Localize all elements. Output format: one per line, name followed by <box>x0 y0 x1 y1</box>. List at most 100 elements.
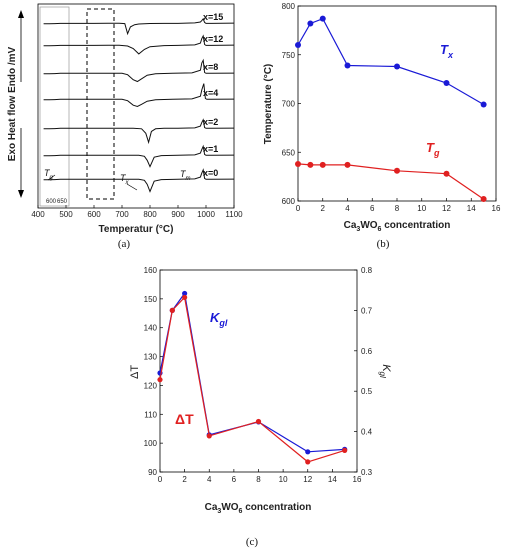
inset-tick-label: 650 <box>57 199 68 205</box>
y-tick-label: 750 <box>282 51 296 60</box>
left-y-tick-label: 150 <box>144 295 158 304</box>
kgl-series-label: Kgl <box>210 310 228 328</box>
x-tick-label: 12 <box>442 204 451 213</box>
x-tick-label: 400 <box>31 210 45 219</box>
dsc-curves-chart: x=15x=12x=8x=4x=2x=1x=0 400 500 600 700 800 9… <box>7 3 243 250</box>
left-y-tick-label: 120 <box>144 381 158 390</box>
x-tick-label: 8 <box>256 475 261 484</box>
endo-arrowhead <box>18 10 24 18</box>
dsc-curve <box>43 17 235 36</box>
x-tick-label: 0 <box>296 204 301 213</box>
dsc-curve <box>43 58 235 83</box>
tg-annotation: Tg <box>44 168 54 181</box>
x-tick-label: 6 <box>370 204 375 213</box>
data-point <box>319 161 326 168</box>
x-axis-label: Ca3WO6 concentration <box>344 220 451 233</box>
data-point <box>443 80 450 87</box>
stability-chart: 0 2 4 6 8 10 12 14 16 90 100 110 120 130 140 150 160 0.3 0… <box>129 266 392 548</box>
tg-pointer-line <box>47 174 56 181</box>
left-y-tick-label: 100 <box>144 439 158 448</box>
data-point <box>319 15 326 22</box>
y-axis-label: Temperature (°C) <box>263 64 274 145</box>
panel-a-frame <box>37 3 235 209</box>
tx-annotation: Tx <box>120 173 130 186</box>
crystallization-dashed-box <box>86 8 115 200</box>
x-tick-label: 8 <box>395 204 400 213</box>
inset-tick-label: 600 <box>46 199 57 205</box>
series-line <box>297 163 484 200</box>
tx-series-label: Tx <box>440 42 454 60</box>
data-point <box>344 62 351 69</box>
data-point <box>182 294 188 301</box>
data-point <box>305 459 311 465</box>
series-group <box>295 15 487 203</box>
tm-annotation: Tm <box>180 169 191 182</box>
data-point <box>344 161 351 168</box>
right-y-tick-label: 0.5 <box>361 387 373 396</box>
x-tick-label: 1100 <box>225 210 243 219</box>
data-point <box>255 418 262 425</box>
data-point <box>169 307 175 313</box>
data-point <box>307 20 314 27</box>
x-tick-label: 10 <box>417 204 426 213</box>
right-y-tick-label: 0.4 <box>361 428 373 437</box>
x-tick-label: 14 <box>328 475 337 484</box>
dsc-curve-group <box>43 17 235 193</box>
data-point <box>295 160 301 167</box>
data-point <box>480 101 487 108</box>
x-axis-label: Temperatur (°C) <box>99 224 174 235</box>
right-y-tick-label: 0.6 <box>361 347 373 356</box>
series-label: x=1 <box>203 144 218 154</box>
x-tick-label: 12 <box>303 475 312 484</box>
x-tick-label: 14 <box>467 204 476 213</box>
series-line <box>159 296 345 463</box>
x-tick-label: 2 <box>182 475 187 484</box>
right-y-tick-label: 0.3 <box>361 468 373 477</box>
y-tick-label: 700 <box>282 100 296 109</box>
data-point <box>394 167 400 174</box>
series-label: x=0 <box>203 168 218 178</box>
y-tick-label: 650 <box>282 148 296 157</box>
panel-a-caption: (a) <box>118 238 131 250</box>
x-tick-label: 600 <box>87 210 101 219</box>
tx-pointer-line <box>126 183 138 191</box>
data-point <box>394 63 400 70</box>
dsc-curve <box>43 83 235 108</box>
x-tick-label: 500 <box>59 210 73 219</box>
data-point <box>342 447 348 453</box>
x-tick-label: 0 <box>158 475 163 484</box>
y-tick-label: 800 <box>282 2 296 11</box>
x-axis-label: Ca3WO6 concentration <box>205 502 312 515</box>
series-label: x=15 <box>203 12 223 22</box>
panel-c-frame <box>159 269 358 473</box>
x-tick-label: 10 <box>279 475 288 484</box>
data-point <box>295 42 301 48</box>
dsc-curve <box>43 168 235 193</box>
panel-b-caption: (b) <box>377 238 390 250</box>
series-label: x=12 <box>203 34 223 44</box>
x-tick-label: 2 <box>321 204 326 213</box>
x-tick-label: 800 <box>143 210 157 219</box>
data-point <box>480 196 487 203</box>
x-tick-label: 6 <box>232 475 237 484</box>
data-point <box>305 449 311 455</box>
panel-c-caption: (c) <box>246 536 259 548</box>
x-tick-label: 16 <box>353 475 362 484</box>
data-point <box>206 433 212 439</box>
right-y-tick-label: 0.7 <box>361 306 373 315</box>
series-label: x=4 <box>203 88 218 98</box>
x-tick-label: 700 <box>115 210 129 219</box>
exo-arrowhead <box>18 190 24 198</box>
tg-series-label: Tg <box>426 140 440 158</box>
data-point <box>443 170 450 177</box>
left-y-axis-label: ΔT <box>129 365 141 379</box>
data-point <box>182 290 188 297</box>
dsc-curve <box>43 118 235 145</box>
right-y-tick-label: 0.8 <box>361 266 373 275</box>
left-y-tick-label: 160 <box>144 266 158 275</box>
dsc-curve <box>43 144 235 168</box>
left-y-tick-label: 110 <box>144 410 157 419</box>
heat-flow-axis-label: Exo Heat flow Endo /mV <box>7 10 24 198</box>
tick-group: 0 2 4 6 8 10 12 14 16 90 100 110 120 130 140 150 160 0.3 0… <box>144 266 373 484</box>
